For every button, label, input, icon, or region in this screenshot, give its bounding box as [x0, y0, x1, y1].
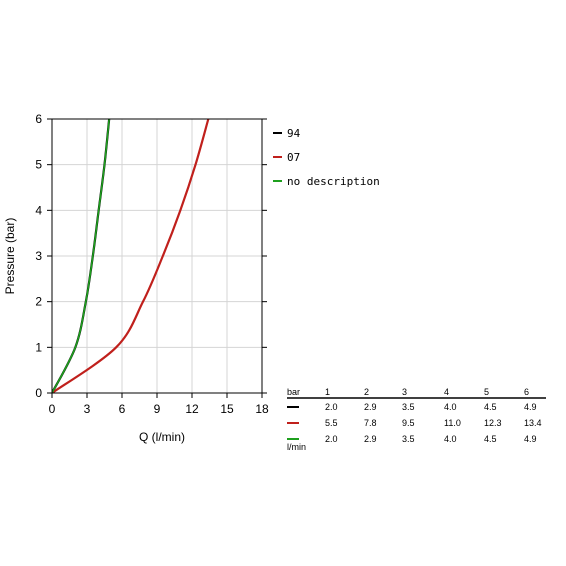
table-cell: 7.8 — [364, 418, 377, 428]
table-cell: 12.3 — [484, 418, 502, 428]
legend: 94 07 no description — [273, 127, 380, 188]
data-table: bar 1 2 3 4 5 6 2.0 2.9 3.5 4.0 4.5 4.9 5.5 7.8 9.5 11.0… — [287, 387, 546, 452]
table-column-header: 5 — [484, 387, 489, 397]
series-line-07 — [52, 119, 210, 393]
series-line-no-description — [52, 119, 110, 393]
x-axis-title: Q (l/min) — [139, 430, 185, 444]
table-cell: 4.0 — [444, 402, 457, 412]
y-tick-label: 1 — [35, 340, 42, 354]
y-tick-label: 3 — [35, 249, 42, 263]
series-lines — [52, 119, 210, 393]
table-cell: 4.5 — [484, 434, 497, 444]
y-tick-label: 4 — [35, 203, 42, 217]
legend-label: 07 — [287, 151, 300, 164]
table-cell: 13.4 — [524, 418, 542, 428]
table-header-label: bar — [287, 387, 300, 397]
table-cell: 5.5 — [325, 418, 338, 428]
table-column-header: 3 — [402, 387, 407, 397]
table-column-header: 2 — [364, 387, 369, 397]
y-tick-label: 6 — [35, 112, 42, 126]
y-axis-title: Pressure (bar) — [3, 218, 17, 295]
x-tick-label: 6 — [119, 402, 126, 416]
x-tick-label: 12 — [185, 402, 199, 416]
table-cell: 2.9 — [364, 434, 377, 444]
table-cell: 4.9 — [524, 434, 537, 444]
x-tick-label: 0 — [49, 402, 56, 416]
x-tick-label: 18 — [255, 402, 269, 416]
table-column-header: 1 — [325, 387, 330, 397]
table-cell: 3.5 — [402, 402, 415, 412]
table-cell: 2.0 — [325, 402, 338, 412]
table-cell: 4.0 — [444, 434, 457, 444]
legend-label: 94 — [287, 127, 301, 140]
table-cell: 9.5 — [402, 418, 415, 428]
table-column-header: 6 — [524, 387, 529, 397]
x-tick-label: 3 — [84, 402, 91, 416]
table-cell: 3.5 — [402, 434, 415, 444]
table-column-header: 4 — [444, 387, 449, 397]
y-tick-label: 5 — [35, 158, 42, 172]
grid — [51, 118, 263, 394]
x-tick-label: 15 — [220, 402, 234, 416]
table-unit-label: l/min — [287, 442, 306, 452]
table-cell: 4.5 — [484, 402, 497, 412]
table-cell: 4.9 — [524, 402, 537, 412]
table-cell: 2.9 — [364, 402, 377, 412]
y-tick-label: 2 — [35, 295, 42, 309]
legend-label: no description — [287, 175, 380, 188]
table-cell: 11.0 — [444, 418, 461, 428]
table-cell: 2.0 — [325, 434, 338, 444]
y-tick-label: 0 — [35, 386, 42, 400]
x-tick-label: 9 — [154, 402, 161, 416]
